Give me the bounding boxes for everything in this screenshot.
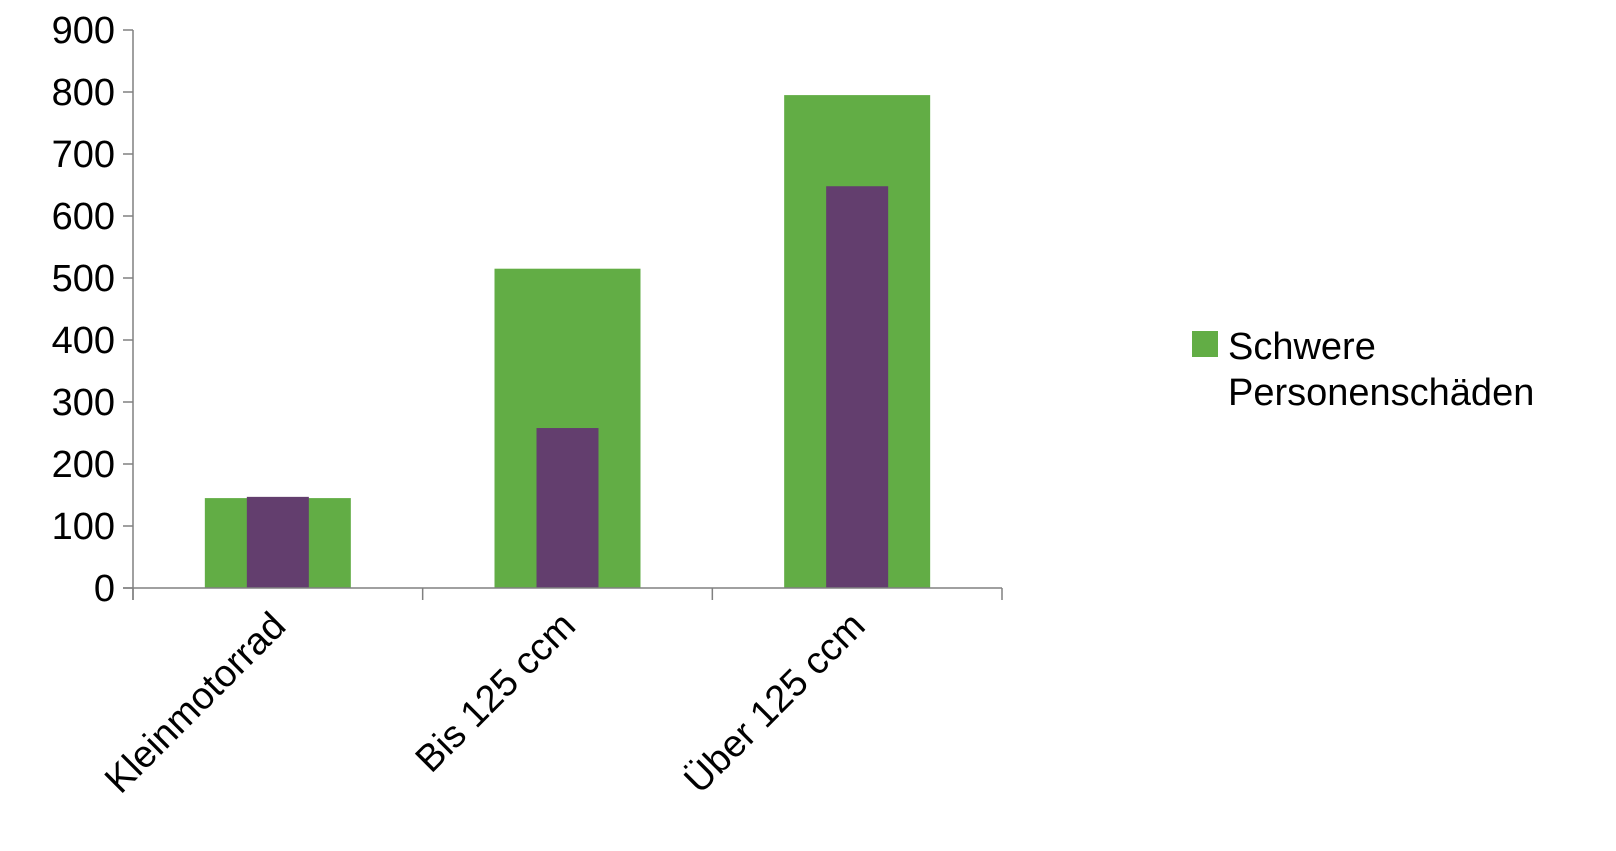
y-tick-label: 0 [94, 568, 115, 610]
bar-series2-ber-125-ccm [826, 186, 889, 589]
bar-series2-bis-125-ccm [536, 428, 599, 588]
bars-group [204, 95, 931, 589]
y-tick-label: 200 [52, 444, 115, 486]
axes-group [123, 30, 1003, 600]
legend-label-line2: Personenschäden [1228, 372, 1534, 414]
bar-series2-kleinmotorrad [246, 496, 309, 588]
legend-label-line1: Schwere [1228, 326, 1376, 368]
y-tick-label: 800 [52, 72, 115, 114]
y-ticks-group: 0 100 200 300 400 500 600 700 800 900 [52, 10, 133, 610]
x-category-label-bis-125-ccm: Bis 125 ccm [408, 605, 584, 781]
x-category-label-kleinmotorrad: Kleinmotorrad [97, 605, 294, 802]
y-tick-label: 900 [52, 10, 115, 52]
y-tick-label: 700 [52, 134, 115, 176]
y-tick-label: 600 [52, 196, 115, 238]
legend: Schwere Personenschäden [1192, 326, 1534, 414]
y-tick-label: 100 [52, 506, 115, 548]
y-tick-label: 500 [52, 258, 115, 300]
y-tick-label: 300 [52, 382, 115, 424]
x-category-labels-group: Kleinmotorrad Bis 125 ccm Über 125 ccm [97, 605, 873, 802]
legend-swatch-schwere-personenschaeden [1192, 331, 1218, 357]
y-tick-label: 400 [52, 320, 115, 362]
x-category-label-ber-125-ccm: Über 125 ccm [677, 605, 874, 802]
